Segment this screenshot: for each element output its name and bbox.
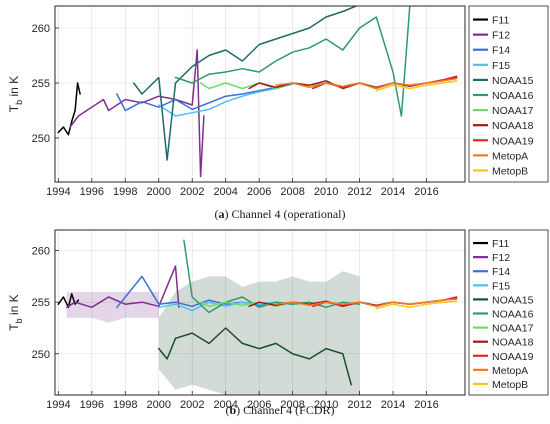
y-axis-label-subscript: b	[14, 318, 24, 323]
legend-label-noaa16: NOAA16	[492, 90, 534, 102]
x-tick-label: 2006	[247, 186, 271, 198]
caption-tag: (a)	[215, 207, 232, 221]
caption-text: Channel 4 (operational)	[232, 207, 346, 221]
x-tick-label: 2014	[381, 399, 405, 411]
series-line-f11	[57, 293, 80, 309]
legend-label-noaa15: NOAA15	[492, 75, 534, 87]
series-line-f14	[116, 275, 294, 309]
x-tick-label: 2006	[247, 399, 271, 411]
legend-label-metopa: MetopA	[492, 365, 528, 377]
legend-label-noaa19: NOAA19	[492, 351, 534, 363]
legend-label-f15: F15	[492, 60, 510, 72]
legend-label-metopb: MetopB	[492, 379, 528, 391]
caption-letter: a	[219, 207, 225, 221]
x-tick-label: 2000	[147, 186, 171, 198]
legend-label-f14: F14	[492, 266, 510, 278]
series-line-noaa16	[174, 6, 411, 117]
series-line-noaa15	[132, 6, 357, 161]
caption-tag: (b)	[225, 403, 243, 417]
y-tick-label: 250	[32, 349, 50, 361]
legend-label-noaa18: NOAA18	[492, 337, 534, 349]
x-tick-label: 2010	[314, 186, 338, 198]
plot-frame	[54, 229, 466, 396]
series-line-metopa	[275, 298, 458, 308]
legend-label-f12: F12	[492, 30, 510, 42]
x-tick-label: 1998	[113, 399, 137, 411]
y-tick-label: 255	[32, 297, 50, 309]
caption-text: Channel 4 (FCDR)	[243, 403, 334, 417]
x-tick-label: 2016	[414, 186, 438, 198]
legend-label-noaa18: NOAA18	[492, 120, 534, 132]
y-axis-label-base: T	[7, 323, 21, 331]
series-line-f15	[158, 83, 294, 117]
y-tick-label: 260	[32, 246, 50, 258]
legend-label-noaa17: NOAA17	[492, 323, 534, 335]
x-tick-label: 2002	[180, 399, 204, 411]
legend-label-noaa15: NOAA15	[492, 294, 534, 306]
series-line-f14	[116, 82, 294, 112]
y-axis-label-unit: in K	[7, 294, 21, 318]
caption-open-paren: (	[225, 403, 229, 417]
plot-frame	[54, 5, 466, 183]
panel-caption: (a) Channel 4 (operational)	[215, 207, 346, 221]
caption-close-paren: )	[225, 207, 232, 221]
caption-open-paren: (	[215, 207, 219, 221]
legend-label-f11: F11	[492, 238, 509, 250]
x-tick-label: 2012	[347, 186, 371, 198]
y-axis-label: Tb in K	[7, 76, 24, 112]
series-line-f15	[158, 301, 294, 312]
x-tick-label: 2010	[314, 399, 338, 411]
plot-area	[57, 6, 458, 178]
x-tick-label: 2000	[147, 399, 171, 411]
x-tick-label: 2004	[213, 399, 237, 411]
series-line-f11	[57, 82, 81, 136]
y-tick-label: 260	[32, 23, 50, 35]
legend-label-f11: F11	[492, 15, 509, 27]
panel-caption: (b) Channel 4 (FCDR)	[225, 403, 334, 417]
y-axis-label-unit: in K	[7, 76, 21, 100]
x-tick-label: 1998	[113, 186, 137, 198]
x-tick-label: 2016	[414, 399, 438, 411]
series-line-metopa	[275, 77, 458, 90]
caption-letter: b	[229, 403, 236, 417]
plot-area	[57, 239, 458, 395]
y-tick-label: 255	[32, 78, 50, 90]
x-tick-label: 2014	[381, 186, 405, 198]
x-tick-label: 1996	[80, 186, 104, 198]
y-axis-label-base: T	[7, 104, 21, 112]
chart-panel-a: 1994 1996 1998 2000 2002 2004 2006 2008 2010 2012…	[7, 5, 549, 221]
legend-label-f14: F14	[492, 45, 510, 57]
series-line-f12	[69, 49, 205, 178]
series-line-noaa15	[158, 327, 352, 386]
x-tick-label: 2002	[180, 186, 204, 198]
legend-label-metopb: MetopB	[492, 165, 528, 177]
legend-label-noaa17: NOAA17	[492, 105, 534, 117]
legend-label-f15: F15	[492, 280, 510, 292]
legend-label-metopa: MetopA	[492, 150, 528, 162]
x-tick-label: 2008	[280, 399, 304, 411]
x-tick-label: 2008	[280, 186, 304, 198]
uncertainty-band-f12	[66, 291, 159, 323]
x-tick-label: 1996	[80, 399, 104, 411]
series-line-metopb	[375, 300, 458, 310]
x-tick-label: 2004	[213, 186, 237, 198]
chart-panel-b: 1994 1996 1998 2000 2002 2004 2006 2008 2010 2012…	[7, 229, 549, 417]
legend-label-noaa19: NOAA19	[492, 135, 534, 147]
legend-label-noaa16: NOAA16	[492, 309, 534, 321]
y-axis-label-subscript: b	[14, 100, 24, 105]
x-tick-label: 1994	[46, 399, 70, 411]
x-tick-label: 1994	[46, 186, 70, 198]
legend-label-f12: F12	[492, 252, 510, 264]
caption-close-paren: )	[236, 403, 243, 417]
series-line-metopb	[375, 80, 458, 92]
y-tick-label: 250	[32, 133, 50, 145]
y-axis-label: Tb in K	[7, 294, 24, 330]
x-tick-label: 2012	[347, 399, 371, 411]
series-line-f12	[65, 265, 180, 309]
